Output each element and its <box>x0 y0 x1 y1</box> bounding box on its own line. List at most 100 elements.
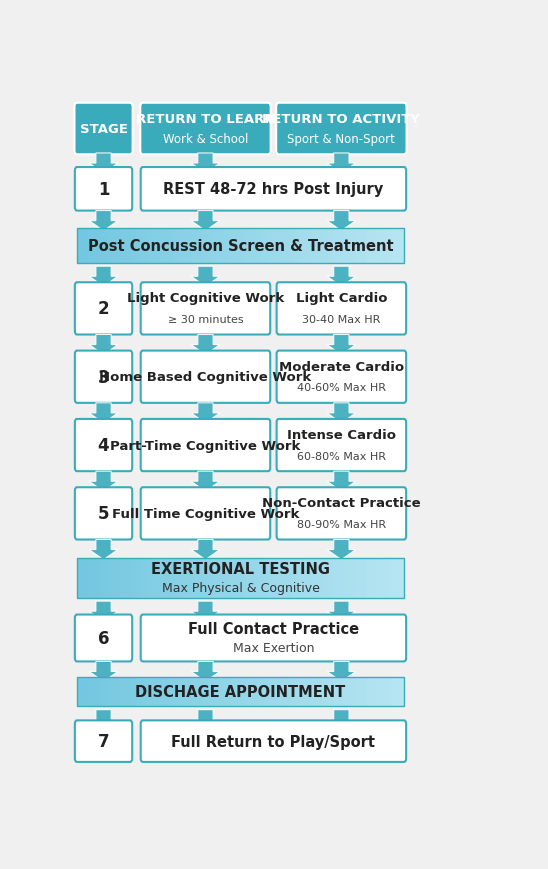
Polygon shape <box>327 472 356 492</box>
Bar <box>224 229 231 263</box>
Text: DISCHAGE APPOINTMENT: DISCHAGE APPOINTMENT <box>135 684 346 700</box>
Bar <box>241 558 247 598</box>
Bar <box>398 558 405 598</box>
Polygon shape <box>89 472 118 492</box>
Polygon shape <box>327 661 356 682</box>
FancyBboxPatch shape <box>141 720 406 762</box>
Bar <box>230 677 236 706</box>
Bar <box>115 677 122 706</box>
Bar <box>99 558 105 598</box>
Bar <box>377 229 383 263</box>
Polygon shape <box>191 403 220 423</box>
Bar <box>77 229 83 263</box>
Bar <box>137 229 143 263</box>
FancyBboxPatch shape <box>141 351 270 403</box>
Bar <box>132 677 138 706</box>
Text: Moderate Cardio: Moderate Cardio <box>279 361 404 374</box>
FancyBboxPatch shape <box>277 283 406 335</box>
Polygon shape <box>89 710 118 730</box>
Bar <box>328 229 334 263</box>
Bar <box>159 229 165 263</box>
Bar <box>306 677 312 706</box>
Bar <box>372 677 378 706</box>
Bar <box>110 677 116 706</box>
Bar <box>126 558 133 598</box>
Polygon shape <box>89 267 118 287</box>
Bar <box>126 677 133 706</box>
Bar <box>164 558 170 598</box>
Bar <box>382 558 389 598</box>
Bar <box>186 229 192 263</box>
Bar <box>93 229 100 263</box>
Text: 3: 3 <box>98 368 110 387</box>
Text: Non-Contact Practice: Non-Contact Practice <box>262 497 421 510</box>
Text: Full Return to Play/Sport: Full Return to Play/Sport <box>172 733 375 749</box>
Bar <box>393 558 399 598</box>
Bar <box>121 677 127 706</box>
Bar <box>88 677 94 706</box>
Bar <box>350 677 356 706</box>
Text: 1: 1 <box>98 181 109 199</box>
Text: Post Concussion Screen & Treatment: Post Concussion Screen & Treatment <box>88 239 393 254</box>
Bar <box>153 558 159 598</box>
Text: RETURN TO LEARN: RETURN TO LEARN <box>136 113 275 126</box>
Bar <box>191 229 198 263</box>
Bar <box>257 229 263 263</box>
Bar <box>115 558 122 598</box>
Bar <box>322 558 329 598</box>
Bar <box>284 558 290 598</box>
Text: STAGE: STAGE <box>79 123 128 136</box>
Bar <box>372 558 378 598</box>
Bar <box>361 558 367 598</box>
Polygon shape <box>327 267 356 287</box>
Polygon shape <box>89 661 118 682</box>
Text: Sport & Non-Sport: Sport & Non-Sport <box>288 132 395 145</box>
FancyBboxPatch shape <box>141 615 406 661</box>
Bar <box>372 229 378 263</box>
Bar <box>170 229 176 263</box>
Bar <box>278 677 285 706</box>
FancyBboxPatch shape <box>75 103 133 156</box>
FancyBboxPatch shape <box>75 168 132 211</box>
Bar <box>213 229 220 263</box>
Bar <box>361 677 367 706</box>
Bar <box>110 558 116 598</box>
FancyBboxPatch shape <box>75 488 132 540</box>
Bar <box>82 229 89 263</box>
Bar <box>202 558 209 598</box>
FancyBboxPatch shape <box>277 351 406 403</box>
Bar <box>186 677 192 706</box>
Bar <box>344 677 350 706</box>
Text: Intense Cardio: Intense Cardio <box>287 428 396 441</box>
Polygon shape <box>191 710 220 730</box>
Bar <box>300 229 307 263</box>
FancyBboxPatch shape <box>75 720 132 762</box>
Text: Full Time Cognitive Work: Full Time Cognitive Work <box>112 507 299 521</box>
Text: 6: 6 <box>98 629 109 647</box>
Bar <box>273 677 279 706</box>
Text: Home Based Cognitive Work: Home Based Cognitive Work <box>99 371 312 384</box>
Bar <box>197 558 203 598</box>
Bar <box>77 558 404 598</box>
Bar <box>208 229 214 263</box>
Polygon shape <box>89 335 118 355</box>
Bar <box>191 558 198 598</box>
Bar <box>355 558 361 598</box>
Bar <box>142 558 149 598</box>
Bar <box>104 558 111 598</box>
Text: 4: 4 <box>98 436 110 454</box>
Bar <box>202 229 209 263</box>
Bar <box>284 229 290 263</box>
Bar <box>213 558 220 598</box>
Bar <box>230 229 236 263</box>
Bar <box>159 677 165 706</box>
Text: 40-60% Max HR: 40-60% Max HR <box>297 382 386 393</box>
Bar <box>333 558 339 598</box>
Bar <box>300 677 307 706</box>
Bar <box>241 229 247 263</box>
Bar <box>306 558 312 598</box>
Text: Light Cognitive Work: Light Cognitive Work <box>127 292 284 305</box>
Polygon shape <box>327 540 356 560</box>
Bar <box>235 229 241 263</box>
Bar <box>224 558 231 598</box>
